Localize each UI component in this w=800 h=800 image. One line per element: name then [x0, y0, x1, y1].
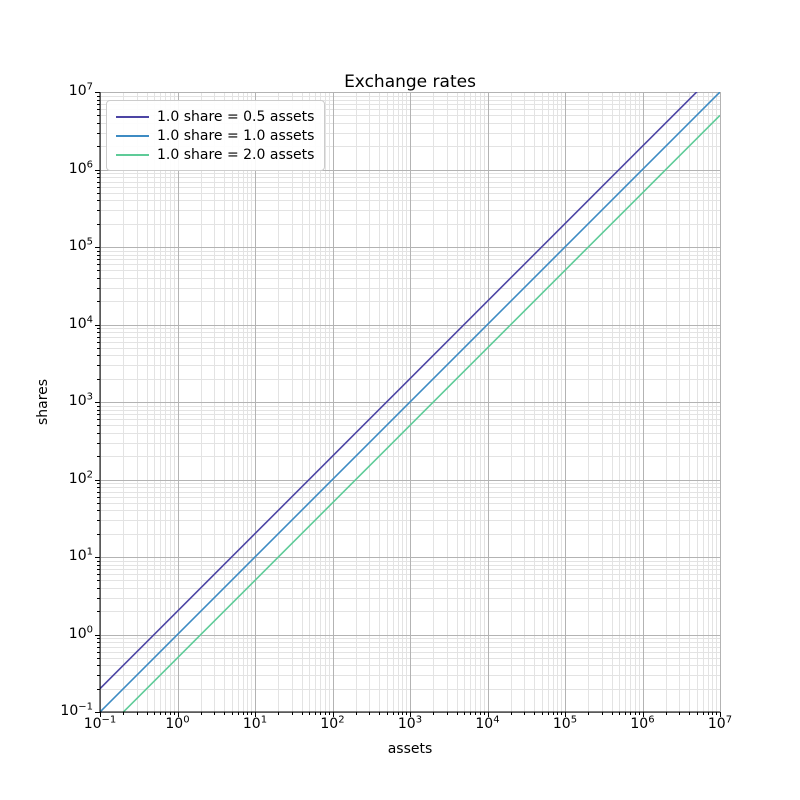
series-line-0: [100, 92, 698, 690]
x-tick-label: 103: [397, 714, 423, 732]
chart-title: Exchange rates: [344, 72, 476, 92]
series-lines: [100, 92, 720, 712]
legend-line-swatch: [116, 134, 149, 137]
x-tick-label: 105: [552, 714, 578, 732]
legend-item: 1.0 share = 2.0 assets: [116, 145, 314, 164]
y-axis-label: shares: [35, 378, 51, 426]
y-tick-label: 106: [68, 158, 93, 177]
y-tick-label: 107: [68, 81, 93, 99]
minor-ticks: [97, 96, 717, 715]
x-tick-label: 107: [707, 714, 733, 732]
x-tick-label: 101: [242, 714, 268, 732]
legend-item: 1.0 share = 1.0 assets: [116, 126, 314, 145]
legend-item: 1.0 share = 0.5 assets: [116, 107, 314, 126]
y-tick-label: 10−1: [60, 701, 93, 719]
y-tick-label: 104: [68, 313, 93, 332]
x-tick-label: 10−1: [83, 714, 117, 732]
series-line-2: [122, 114, 720, 712]
y-tick-label: 100: [68, 623, 93, 642]
legend-item-label: 1.0 share = 1.0 assets: [157, 127, 315, 144]
y-tick-label: 101: [68, 546, 93, 564]
legend-item-label: 1.0 share = 2.0 assets: [157, 146, 315, 163]
x-tick-label: 106: [630, 714, 655, 732]
major-ticks: [95, 91, 722, 717]
x-tick-label: 100: [165, 714, 190, 732]
y-tick-label: 103: [68, 391, 93, 409]
y-tick-label: 105: [68, 236, 93, 254]
x-axis-label: assets: [387, 741, 433, 757]
series-line-1: [100, 92, 720, 712]
legend-line-swatch: [116, 153, 149, 156]
legend: 1.0 share = 0.5 assets 1.0 share = 1.0 as…: [106, 100, 326, 171]
x-tick-label: 102: [320, 714, 345, 732]
x-tick-label: 104: [475, 714, 500, 732]
y-tick-label: 102: [68, 468, 93, 487]
legend-item-label: 1.0 share = 0.5 assets: [157, 108, 315, 125]
legend-line-swatch: [116, 115, 149, 118]
